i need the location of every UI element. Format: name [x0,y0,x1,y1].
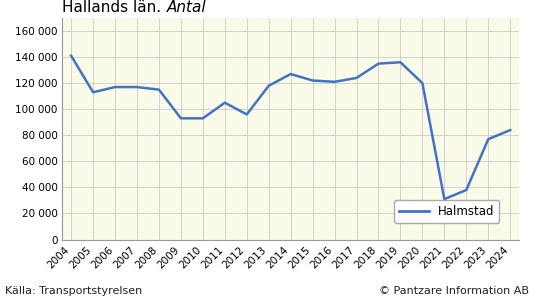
Text: Källa: Transportstyrelsen: Källa: Transportstyrelsen [5,285,143,296]
Text: © Pantzare Information AB: © Pantzare Information AB [379,285,529,296]
Legend: Halmstad: Halmstad [395,200,499,222]
Text: Hallands län.: Hallands län. [62,0,167,15]
Text: Antal: Antal [167,0,206,15]
